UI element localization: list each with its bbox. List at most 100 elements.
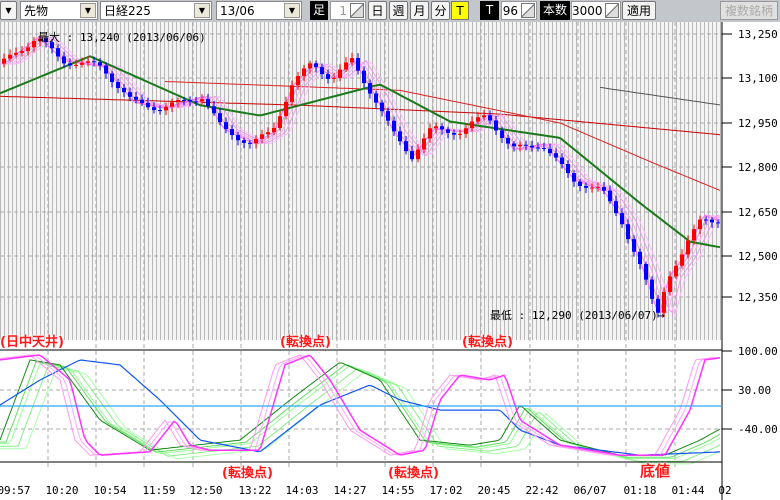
time-label: 14:27 <box>333 484 367 497</box>
candle <box>710 219 714 223</box>
candle <box>92 61 96 63</box>
price-tick: 12,800 <box>738 161 778 174</box>
toolbar: ▼ 先物 ▼ 日経225 ▼ 13/06 ▼ 足 1 日 週 月 分 T T 96 本… <box>0 0 780 22</box>
candle <box>620 213 624 225</box>
candle <box>488 115 492 121</box>
candle <box>194 101 198 103</box>
candle <box>62 56 66 64</box>
annotation-turning-point: (転換点) <box>280 335 331 350</box>
candle <box>176 99 180 103</box>
spinner-icon[interactable] <box>605 3 619 18</box>
t-value: 96 <box>502 4 518 18</box>
candle <box>476 117 480 122</box>
candle <box>506 137 510 144</box>
candle <box>38 38 42 42</box>
candle <box>344 62 348 70</box>
annotation-bottom: 底値 <box>640 462 671 480</box>
candle <box>398 131 402 142</box>
day-button[interactable]: 日 <box>368 1 387 20</box>
candle <box>134 96 138 100</box>
ma-green-line <box>0 55 721 249</box>
candle <box>110 73 114 83</box>
annotation-turning-point: (転換点) <box>388 466 439 481</box>
candle <box>512 143 516 147</box>
month-button[interactable]: 月 <box>410 1 429 20</box>
max-annotation: 最大 : 13,240 (2013/06/06) <box>38 31 206 44</box>
candle <box>416 149 420 160</box>
candle <box>374 93 378 103</box>
candle <box>632 239 636 252</box>
spinner-icon[interactable] <box>350 3 364 18</box>
price-tick: 13,100 <box>738 72 778 85</box>
time-label: 14:03 <box>285 484 319 497</box>
period-input[interactable]: 1 <box>330 1 366 20</box>
osc-lightgreen-line <box>0 365 721 462</box>
candle <box>572 173 576 182</box>
candle <box>68 63 72 66</box>
candle <box>338 69 342 78</box>
menu-dropdown-button[interactable]: ▼ <box>0 1 17 20</box>
count-input[interactable]: 3000 <box>571 1 621 20</box>
candle <box>470 121 474 129</box>
candle <box>242 140 246 143</box>
candle <box>74 64 78 66</box>
contract-select-value: 13/06 <box>220 4 255 18</box>
candle <box>482 115 486 118</box>
osc-lightgreen-line <box>0 361 721 458</box>
candle <box>422 138 426 150</box>
osc-magenta-line <box>0 354 721 456</box>
price-tick: 13,250 <box>738 28 778 41</box>
ma-gray-line <box>599 86 721 106</box>
candle <box>56 48 60 57</box>
ma-red-line <box>0 95 721 136</box>
candle <box>146 103 150 108</box>
candle <box>272 128 276 133</box>
candle <box>98 62 102 66</box>
candle <box>266 132 270 135</box>
candle <box>440 126 444 130</box>
candle <box>206 99 210 107</box>
time-label: 13:22 <box>238 484 272 497</box>
chevron-down-icon: ▼ <box>284 3 300 18</box>
ashi-label: 足 <box>310 1 328 20</box>
candle <box>560 157 564 165</box>
chart-canvas[interactable] <box>0 22 780 500</box>
candle <box>32 41 36 48</box>
time-label: 20:45 <box>477 484 511 497</box>
candle <box>80 62 84 65</box>
time-label: 09:57 <box>0 484 31 497</box>
candle <box>500 130 504 138</box>
osc-lightgreen-line <box>0 363 721 459</box>
osc-blue-line <box>0 359 721 456</box>
type-select[interactable]: 先物 ▼ <box>20 1 98 20</box>
contract-select[interactable]: 13/06 ▼ <box>216 1 302 20</box>
candle <box>692 229 696 241</box>
tick-button[interactable]: T <box>451 1 469 20</box>
candle <box>590 187 594 189</box>
candle <box>50 42 54 49</box>
week-button[interactable]: 週 <box>389 1 408 20</box>
candle <box>2 58 6 64</box>
symbol-select[interactable]: 日経225 ▼ <box>100 1 212 20</box>
price-tick: 12,500 <box>738 250 778 263</box>
candle <box>464 128 468 134</box>
apply-button[interactable]: 適用 <box>622 1 656 20</box>
candle <box>446 129 450 133</box>
candle <box>152 107 156 111</box>
grid <box>0 22 722 470</box>
candle <box>674 265 678 277</box>
candle <box>302 68 306 77</box>
candle <box>182 99 186 101</box>
minute-button[interactable]: 分 <box>431 1 450 20</box>
price-tick: 12,350 <box>738 291 778 304</box>
time-label: 22:42 <box>525 484 559 497</box>
candle <box>230 129 234 136</box>
multi-symbol-button[interactable]: 複数銘柄 <box>720 1 778 20</box>
min-annotation: 最低 : 12,290 (2013/06/07)→ <box>490 309 665 322</box>
t-value-input[interactable]: 96 <box>501 1 537 20</box>
spinner-icon[interactable] <box>521 3 535 18</box>
symbol-select-value: 日経225 <box>104 4 151 18</box>
time-label: 02 <box>718 484 732 497</box>
osc-tick: -40.00 <box>738 423 778 436</box>
candle <box>350 58 354 63</box>
